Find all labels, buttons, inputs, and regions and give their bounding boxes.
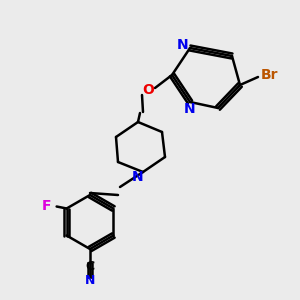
Text: F: F bbox=[42, 199, 51, 212]
Text: N: N bbox=[85, 274, 95, 287]
Text: N: N bbox=[177, 38, 189, 52]
Text: O: O bbox=[142, 83, 154, 97]
Text: C: C bbox=[85, 260, 94, 274]
Text: Br: Br bbox=[261, 68, 279, 82]
Text: N: N bbox=[184, 102, 196, 116]
Text: N: N bbox=[132, 170, 144, 184]
